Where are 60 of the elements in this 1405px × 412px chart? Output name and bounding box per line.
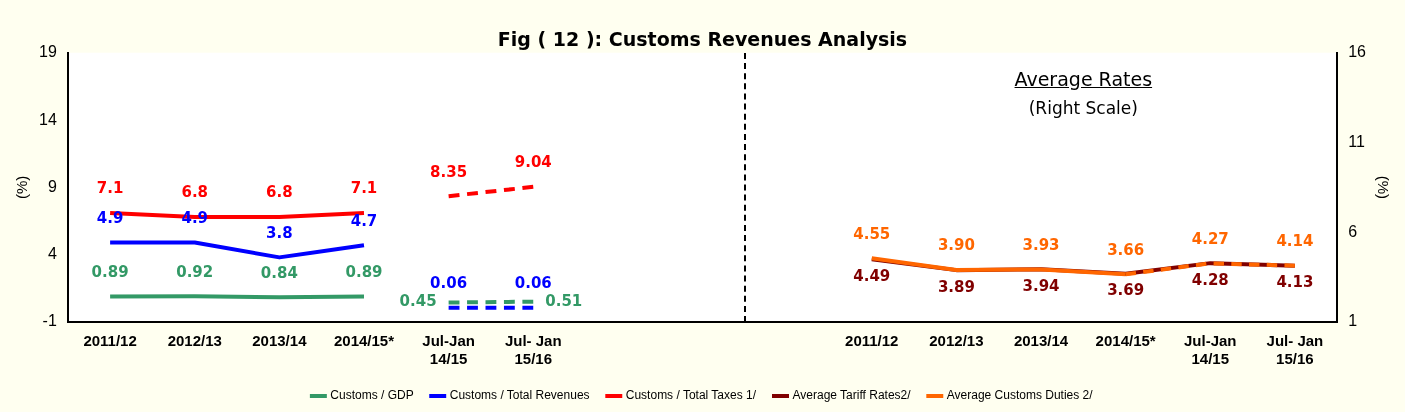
y-tick-label: 14 (39, 110, 57, 128)
data-label: 4.7 (350, 211, 378, 230)
y-tick-label: 19 (39, 43, 57, 61)
x-tick-label: 2011/12 (845, 332, 899, 350)
data-label: 3.89 (937, 277, 975, 296)
legend-label: Customs / Total Taxes 1/ (625, 388, 757, 403)
data-label: 0.06 (514, 274, 552, 293)
data-label: 3.69 (1107, 281, 1145, 300)
data-label: 6.8 (181, 183, 209, 202)
data-label: 4.55 (853, 224, 891, 243)
x-tick-label: 2012/13 (929, 332, 984, 350)
data-label: 3.66 (1107, 240, 1145, 259)
data-label: 7.1 (96, 179, 124, 198)
data-label: 0.45 (399, 292, 437, 311)
x-tick-label: Jul- Jan 15/16 (504, 332, 562, 368)
data-label: 0.89 (91, 262, 129, 281)
x-tick-label: Jul- Jan 15/16 (1266, 332, 1324, 368)
data-label: 9.04 (514, 153, 552, 172)
x-tick-label: 2011/12 (83, 332, 137, 350)
x-tick-label: 2013/14 (1013, 332, 1069, 350)
data-label: 4.13 (1276, 273, 1314, 292)
data-label: 3.8 (266, 223, 293, 242)
data-label: 0.06 (430, 274, 468, 293)
y2-tick-label: 11 (1348, 132, 1365, 150)
y-axis-title: (%) (13, 175, 31, 200)
data-label: 6.8 (266, 183, 293, 202)
data-label: 4.27 (1191, 229, 1229, 248)
y2-tick-label: 16 (1348, 43, 1367, 61)
data-label: 0.92 (176, 262, 214, 281)
data-label: 3.94 (1022, 276, 1060, 295)
data-label: 7.1 (350, 179, 378, 198)
data-label: 0.51 (545, 291, 583, 310)
legend-label: Customs / GDP (330, 388, 414, 403)
data-label: 4.9 (96, 208, 124, 227)
data-label: 0.89 (345, 262, 383, 281)
y-tick-label: 9 (47, 177, 57, 195)
x-tick-label: Jul-Jan 14/15 (1184, 332, 1237, 368)
y-tick-label: 4 (47, 245, 57, 263)
y2-tick-label: 1 (1348, 312, 1358, 330)
x-tick-label: Jul-Jan 14/15 (422, 332, 475, 368)
x-tick-label: 2014/15* (1095, 332, 1156, 350)
data-label: 8.35 (430, 162, 468, 181)
legend-label: Average Customs Duties 2/ (946, 388, 1094, 403)
y2-tick-label: 6 (1348, 222, 1358, 240)
chart-title: Fig ( 12 ): Customs Revenues Analysis (497, 28, 908, 51)
annotation: Average Rates (1013, 67, 1154, 90)
data-label: 4.14 (1276, 232, 1314, 251)
x-tick-label: 2013/14 (252, 332, 308, 350)
data-label: 0.84 (260, 263, 298, 282)
x-tick-label: 2014/15* (333, 332, 395, 350)
y2-axis-title: (%) (1374, 175, 1392, 200)
data-label: 3.90 (937, 236, 975, 255)
annotation: (Right Scale) (1027, 97, 1139, 118)
legend-label: Customs / Total Revenues (449, 388, 590, 403)
data-label: 4.49 (853, 266, 891, 285)
data-label: 3.93 (1022, 235, 1060, 254)
y-tick-label: -1 (42, 312, 57, 330)
x-tick-label: 2012/13 (167, 332, 222, 350)
legend-label: Average Tariff Rates2/ (792, 388, 912, 403)
data-label: 4.28 (1191, 270, 1229, 289)
